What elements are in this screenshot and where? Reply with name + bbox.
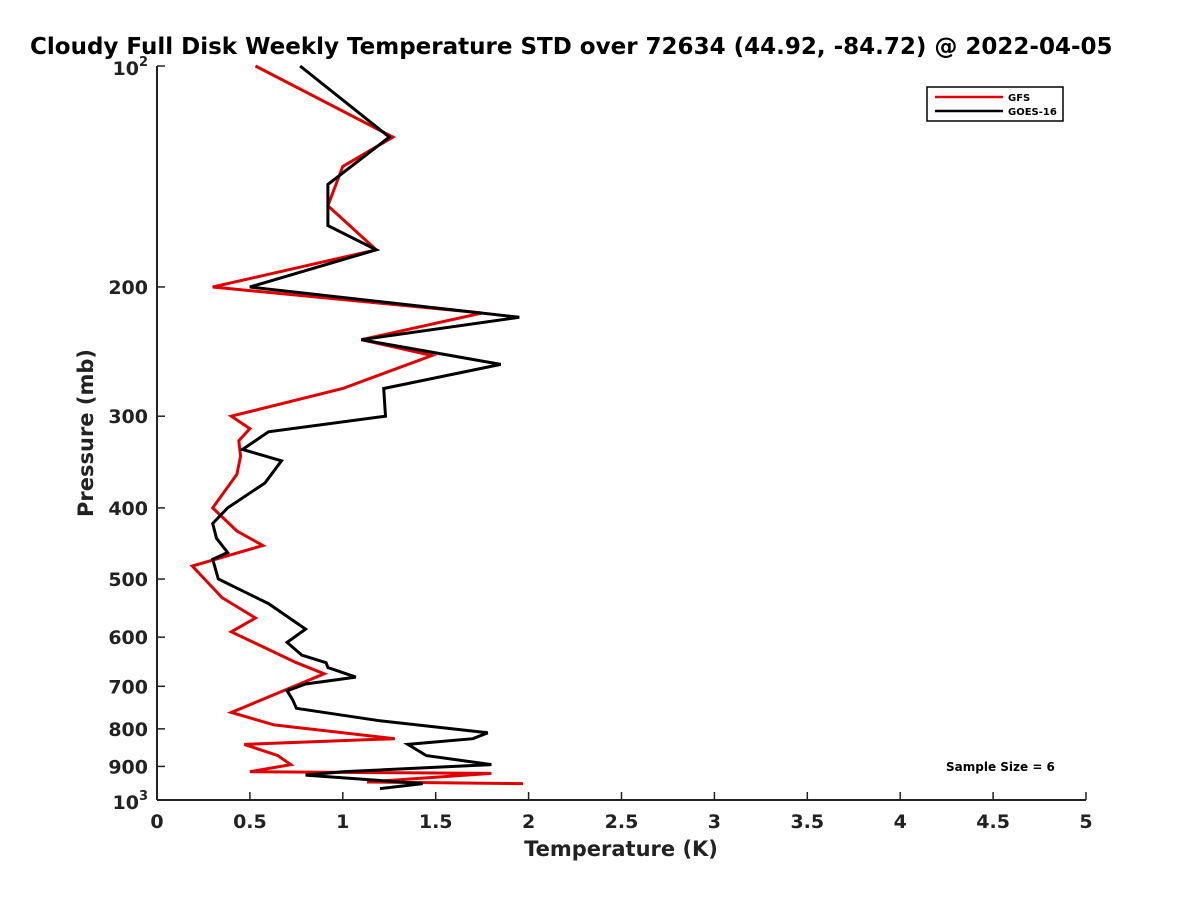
chart-title: Cloudy Full Disk Weekly Temperature STD … — [30, 34, 1113, 60]
legend: GFS GOES-16 — [926, 86, 1064, 122]
y-tick-label: 500 — [108, 569, 148, 591]
x-tick-label: 2 — [522, 811, 535, 833]
y-tick-exponent: 2 — [139, 55, 148, 70]
x-axis-label: Temperature (K) — [524, 837, 718, 861]
x-tick-label: 1 — [336, 811, 349, 833]
x-tick-label: 3.5 — [790, 811, 824, 833]
y-tick-label-power: 103 — [113, 789, 149, 814]
legend-label-gfs: GFS — [1008, 93, 1030, 104]
y-tick-label: 800 — [108, 719, 148, 741]
y-axis-label: Pressure (mb) — [74, 349, 98, 517]
x-tick-label: 0.5 — [233, 811, 267, 833]
x-tick-label: 3 — [708, 811, 721, 833]
sample-size-annotation: Sample Size = 6 — [946, 760, 1055, 774]
x-tick-label: 0 — [150, 811, 163, 833]
legend-label-goes16: GOES-16 — [1008, 107, 1057, 118]
x-tick-label: 4 — [894, 811, 907, 833]
y-tick-base: 10 — [113, 58, 139, 80]
series-line-goes16 — [210, 64, 520, 791]
x-tick-label: 5 — [1079, 811, 1092, 833]
x-tick-label: 2.5 — [605, 811, 639, 833]
y-tick-label: 300 — [108, 406, 148, 428]
x-tick-label: 4.5 — [976, 811, 1010, 833]
plot-area — [156, 66, 1086, 801]
y-tick-label: 400 — [108, 498, 148, 520]
x-axis-ticks: 0 0.5 1 1.5 2 2.5 3 3.5 4 4.5 5 — [150, 792, 1093, 833]
series-line-gfs — [189, 64, 524, 786]
series-layer — [189, 64, 524, 791]
y-tick-exponent: 3 — [139, 789, 148, 804]
x-tick-label: 1.5 — [419, 811, 453, 833]
legend-box — [926, 86, 1064, 122]
y-tick-label: 200 — [108, 277, 148, 299]
y-tick-label-power: 102 — [113, 55, 149, 80]
y-tick-label: 600 — [108, 627, 148, 649]
y-tick-base: 10 — [113, 792, 139, 814]
y-tick-label: 900 — [108, 756, 148, 778]
y-tick-label: 700 — [108, 676, 148, 698]
